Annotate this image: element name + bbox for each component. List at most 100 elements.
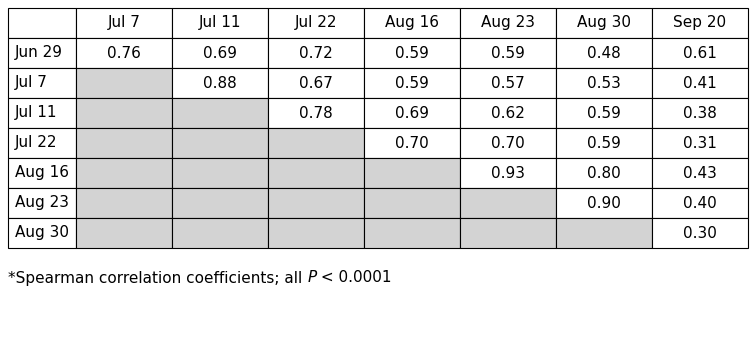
Text: Jul 7: Jul 7 bbox=[15, 75, 48, 91]
Text: 0.59: 0.59 bbox=[395, 46, 429, 60]
Bar bbox=[268, 188, 364, 218]
Bar bbox=[268, 128, 364, 158]
Text: Aug 16: Aug 16 bbox=[385, 15, 439, 31]
Text: 0.78: 0.78 bbox=[299, 106, 333, 120]
Bar bbox=[556, 8, 652, 38]
Bar bbox=[460, 158, 556, 188]
Text: 0.69: 0.69 bbox=[395, 106, 429, 120]
Bar bbox=[8, 8, 76, 38]
Bar bbox=[556, 218, 652, 248]
Bar bbox=[76, 128, 172, 158]
Bar bbox=[8, 188, 76, 218]
Bar bbox=[556, 188, 652, 218]
Text: 0.57: 0.57 bbox=[491, 75, 525, 91]
Text: Aug 16: Aug 16 bbox=[15, 166, 69, 180]
Text: 0.59: 0.59 bbox=[491, 46, 525, 60]
Bar bbox=[556, 38, 652, 68]
Bar bbox=[460, 8, 556, 38]
Bar bbox=[652, 158, 748, 188]
Bar bbox=[268, 98, 364, 128]
Text: 0.30: 0.30 bbox=[683, 225, 717, 240]
Text: 0.41: 0.41 bbox=[683, 75, 717, 91]
Text: Aug 23: Aug 23 bbox=[481, 15, 535, 31]
Text: 0.59: 0.59 bbox=[587, 135, 621, 151]
Bar bbox=[364, 38, 460, 68]
Text: Jul 11: Jul 11 bbox=[15, 106, 57, 120]
Text: 0.62: 0.62 bbox=[491, 106, 525, 120]
Bar bbox=[364, 8, 460, 38]
Bar bbox=[268, 8, 364, 38]
Text: 0.70: 0.70 bbox=[395, 135, 429, 151]
Text: Jul 22: Jul 22 bbox=[295, 15, 337, 31]
Bar bbox=[76, 8, 172, 38]
Bar bbox=[172, 38, 268, 68]
Text: 0.72: 0.72 bbox=[299, 46, 333, 60]
Bar bbox=[652, 38, 748, 68]
Text: < 0.0001: < 0.0001 bbox=[316, 271, 392, 285]
Text: 0.38: 0.38 bbox=[683, 106, 717, 120]
Bar bbox=[268, 38, 364, 68]
Bar bbox=[8, 158, 76, 188]
Bar bbox=[652, 68, 748, 98]
Bar bbox=[460, 218, 556, 248]
Bar bbox=[172, 68, 268, 98]
Bar bbox=[76, 98, 172, 128]
Text: Aug 30: Aug 30 bbox=[15, 225, 69, 240]
Text: P: P bbox=[307, 271, 316, 285]
Text: Aug 23: Aug 23 bbox=[15, 196, 69, 211]
Text: 0.59: 0.59 bbox=[395, 75, 429, 91]
Bar bbox=[8, 128, 76, 158]
Text: *Spearman correlation coefficients; all: *Spearman correlation coefficients; all bbox=[8, 271, 307, 285]
Bar bbox=[556, 68, 652, 98]
Bar bbox=[652, 8, 748, 38]
Bar bbox=[364, 188, 460, 218]
Bar bbox=[8, 98, 76, 128]
Text: 0.67: 0.67 bbox=[299, 75, 333, 91]
Bar bbox=[460, 128, 556, 158]
Bar bbox=[172, 128, 268, 158]
Bar bbox=[268, 68, 364, 98]
Bar bbox=[556, 158, 652, 188]
Text: Aug 30: Aug 30 bbox=[577, 15, 631, 31]
Text: Jul 22: Jul 22 bbox=[15, 135, 57, 151]
Bar bbox=[460, 98, 556, 128]
Text: Jul 11: Jul 11 bbox=[199, 15, 241, 31]
Text: 0.48: 0.48 bbox=[587, 46, 621, 60]
Text: 0.80: 0.80 bbox=[587, 166, 621, 180]
Text: 0.43: 0.43 bbox=[683, 166, 717, 180]
Bar bbox=[556, 128, 652, 158]
Bar bbox=[172, 218, 268, 248]
Text: 0.40: 0.40 bbox=[683, 196, 717, 211]
Bar bbox=[172, 98, 268, 128]
Bar bbox=[652, 218, 748, 248]
Text: 0.69: 0.69 bbox=[203, 46, 237, 60]
Bar bbox=[460, 68, 556, 98]
Bar bbox=[652, 128, 748, 158]
Bar bbox=[556, 98, 652, 128]
Bar bbox=[76, 68, 172, 98]
Bar bbox=[76, 218, 172, 248]
Bar bbox=[76, 158, 172, 188]
Bar bbox=[364, 128, 460, 158]
Text: 0.59: 0.59 bbox=[587, 106, 621, 120]
Bar bbox=[8, 38, 76, 68]
Text: 0.93: 0.93 bbox=[491, 166, 525, 180]
Bar bbox=[76, 188, 172, 218]
Bar bbox=[364, 68, 460, 98]
Text: 0.53: 0.53 bbox=[587, 75, 621, 91]
Bar bbox=[460, 38, 556, 68]
Bar bbox=[364, 218, 460, 248]
Text: 0.76: 0.76 bbox=[107, 46, 141, 60]
Text: Sep 20: Sep 20 bbox=[674, 15, 727, 31]
Bar bbox=[652, 98, 748, 128]
Bar bbox=[172, 188, 268, 218]
Bar bbox=[172, 8, 268, 38]
Text: 0.61: 0.61 bbox=[683, 46, 717, 60]
Bar bbox=[364, 158, 460, 188]
Bar bbox=[268, 158, 364, 188]
Text: 0.31: 0.31 bbox=[683, 135, 717, 151]
Text: 0.88: 0.88 bbox=[203, 75, 237, 91]
Text: Jul 7: Jul 7 bbox=[107, 15, 141, 31]
Bar bbox=[652, 188, 748, 218]
Bar bbox=[76, 38, 172, 68]
